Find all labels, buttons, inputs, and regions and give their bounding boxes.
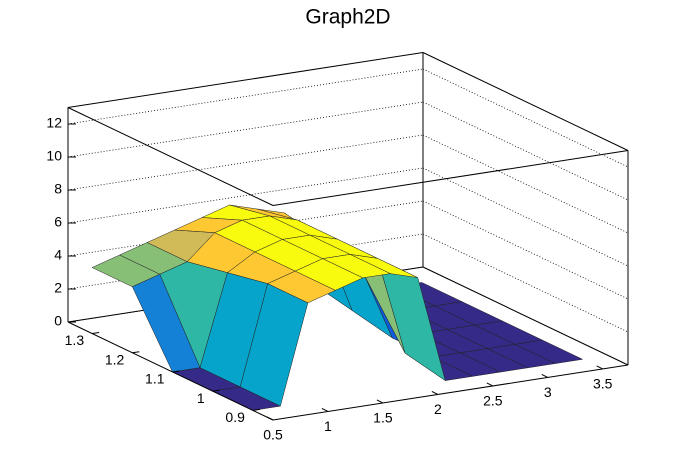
- chart-title: Graph2D: [305, 6, 390, 29]
- x-tick: [596, 365, 603, 370]
- y-tick-label: 1: [197, 390, 205, 406]
- x-tick-label: 2.5: [483, 393, 503, 409]
- grid-line: [422, 266, 629, 366]
- y-tick: [212, 389, 220, 392]
- x-tick-label: 1: [324, 418, 332, 434]
- z-tick-label: 12: [46, 115, 62, 131]
- grid-line: [67, 68, 424, 125]
- box-edge: [67, 52, 424, 108]
- box-edge: [67, 107, 274, 206]
- y-tick: [132, 351, 140, 354]
- x-tick: [431, 391, 439, 395]
- z-tick-label: 0: [54, 313, 62, 329]
- x-tick-label: 2: [434, 401, 442, 417]
- x-tick-label: 3.5: [593, 376, 613, 392]
- y-tick-label: 1.2: [105, 351, 125, 367]
- grid-line: [67, 134, 424, 191]
- z-tick-label: 6: [54, 214, 62, 230]
- y-tick-label: 1.3: [65, 332, 85, 348]
- y-tick: [252, 408, 260, 411]
- x-tick: [266, 416, 274, 421]
- z-tick-label: 4: [54, 247, 62, 263]
- z-tick-label: 8: [54, 181, 62, 197]
- x-axis: [272, 364, 629, 421]
- y-tick: [172, 370, 180, 373]
- y-tick-label: 1.1: [145, 371, 165, 387]
- x-tick: [541, 373, 548, 378]
- grid-line: [422, 200, 629, 300]
- x-tick: [321, 408, 329, 412]
- grid-line: [67, 101, 424, 158]
- z-tick-label: 2: [54, 280, 62, 296]
- grid-line: [422, 101, 629, 201]
- x-tick-label: 3: [544, 384, 552, 400]
- y-tick: [92, 332, 100, 335]
- x-tick-label: 1.5: [373, 410, 393, 426]
- grid-line: [422, 134, 629, 234]
- box-edge: [422, 52, 629, 151]
- z-tick-label: 10: [46, 148, 62, 164]
- grid-line: [422, 167, 629, 267]
- y-tick-label: 0.9: [225, 409, 245, 425]
- grid-line: [422, 68, 629, 168]
- x-tick: [376, 399, 384, 404]
- x-tick: [486, 382, 494, 387]
- box-edge: [272, 150, 629, 206]
- grid-line: [422, 233, 629, 333]
- x-tick-label: 0.5: [263, 427, 283, 443]
- y-axis: [67, 321, 274, 421]
